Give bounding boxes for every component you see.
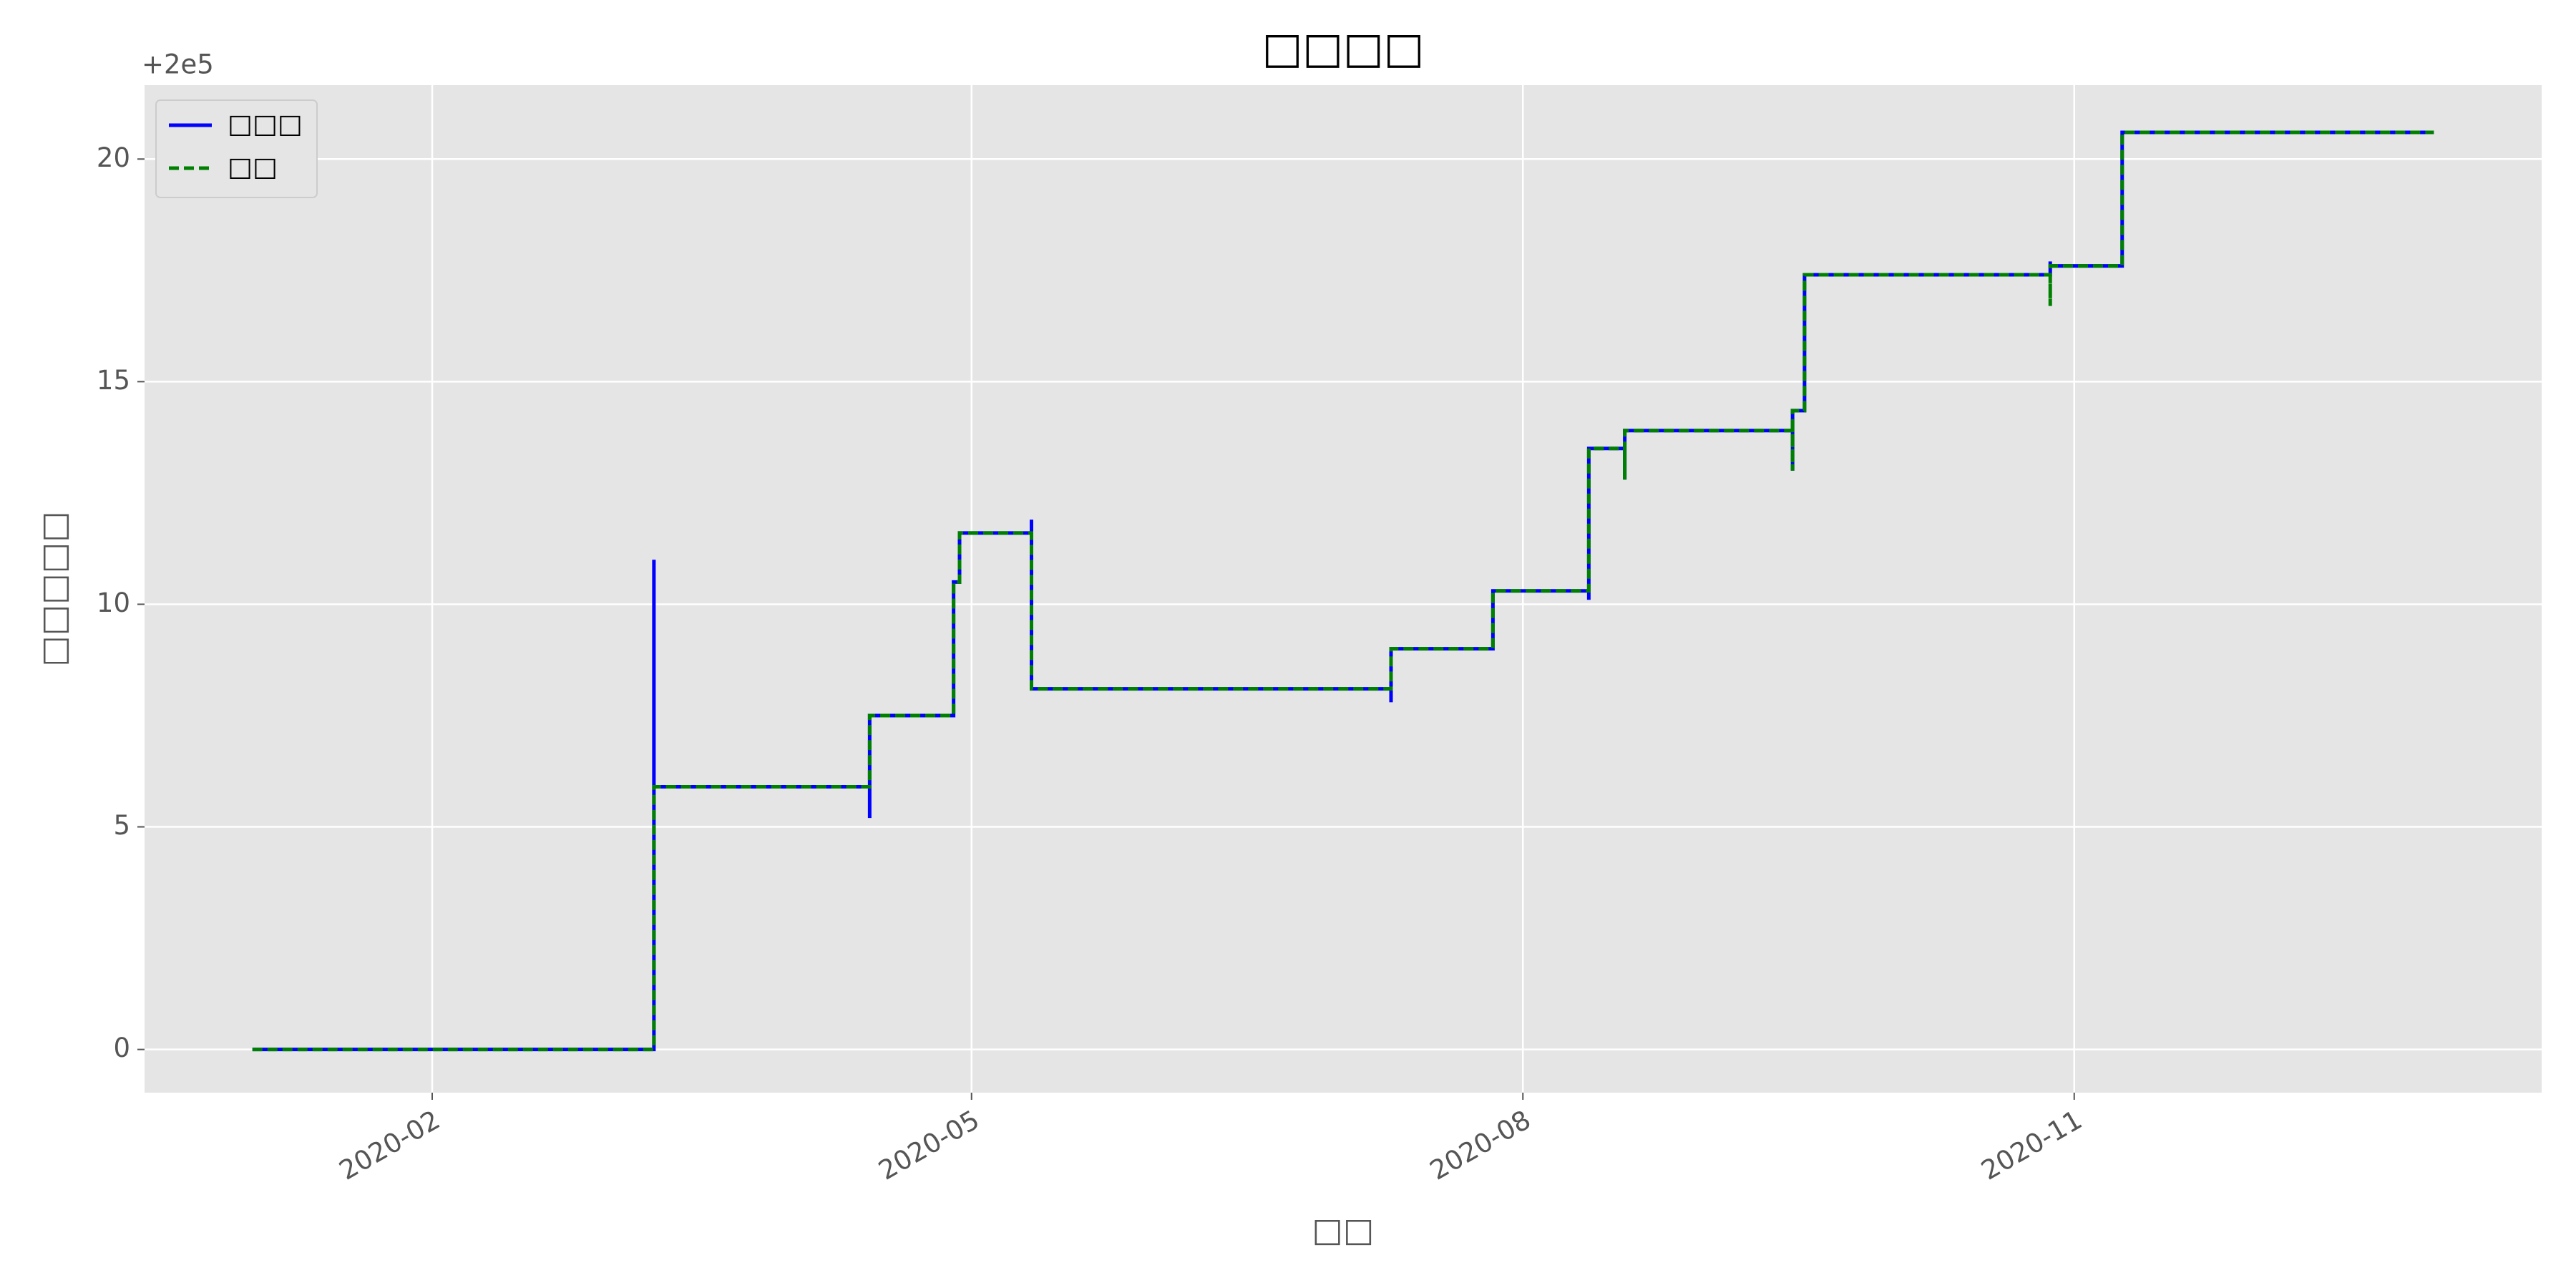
x-tick-label: 2020-05 (873, 1104, 984, 1186)
plot-area (145, 85, 2542, 1093)
legend-label: □□□ (228, 109, 303, 140)
x-tick-label: 2020-08 (1425, 1104, 1536, 1186)
y-axis-label: □□□□□ (34, 511, 73, 666)
x-tick-label: 2020-11 (1976, 1104, 2087, 1186)
lines (252, 130, 2434, 1052)
y-offset-label: +2e5 (142, 49, 214, 80)
y-tick-label: 5 (113, 810, 130, 841)
legend-label: □□ (228, 152, 278, 182)
series-line (252, 130, 2434, 1052)
y-tick-label: 20 (97, 142, 130, 173)
grid (145, 85, 2542, 1093)
x-axis-label: □□ (1312, 1211, 1375, 1249)
x-tick-label: 2020-02 (334, 1104, 445, 1186)
chart-title: □□□□ (1262, 24, 1425, 74)
y-tick-label: 15 (97, 365, 130, 396)
y-tick-label: 0 (113, 1033, 130, 1063)
y-tick-label: 10 (97, 587, 130, 618)
